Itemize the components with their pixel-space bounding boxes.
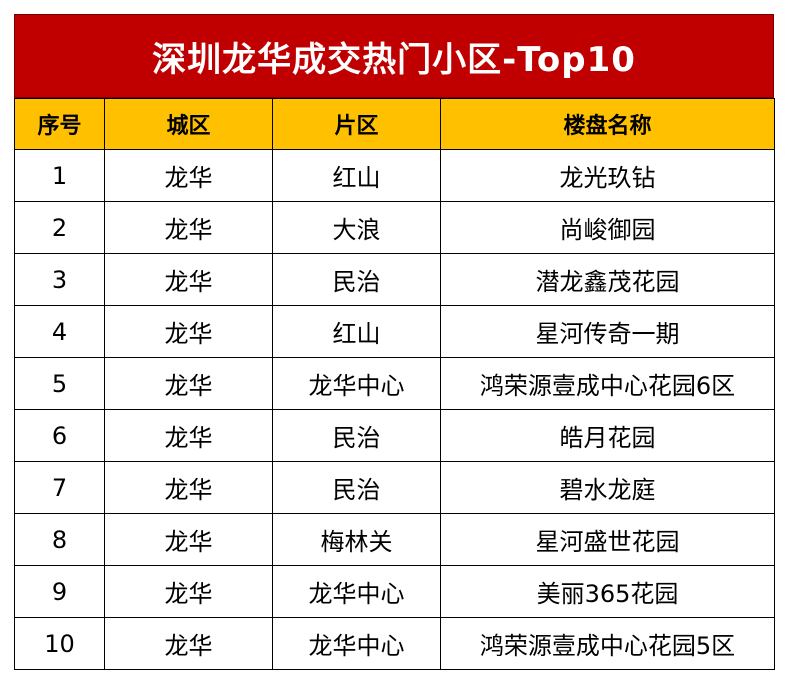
table-title: 深圳龙华成交热门小区-Top10 [14,14,774,98]
cell-area: 民治 [272,409,441,462]
cell-city-district: 龙华 [104,461,273,514]
cell-estate-name: 碧水龙庭 [440,461,775,514]
table-row: 3 龙华 民治 潜龙鑫茂花园 [14,253,775,306]
cell-estate-name: 星河盛世花园 [440,513,775,566]
table-row: 5 龙华 龙华中心 鸿荣源壹成中心花园6区 [14,357,775,410]
table-row: 9 龙华 龙华中心 美丽365花园 [14,565,775,618]
cell-city-district: 龙华 [104,201,273,254]
header-index: 序号 [14,98,105,150]
cell-area: 大浪 [272,201,441,254]
cell-city-district: 龙华 [104,409,273,462]
cell-estate-name: 尚峻御园 [440,201,775,254]
cell-city-district: 龙华 [104,305,273,358]
table-row: 8 龙华 梅林关 星河盛世花园 [14,513,775,566]
header-area: 片区 [272,98,441,150]
table-row: 4 龙华 红山 星河传奇一期 [14,305,775,358]
cell-area: 民治 [272,461,441,514]
table-row: 10 龙华 龙华中心 鸿荣源壹成中心花园5区 [14,617,775,670]
hot-estates-table: 序号 城区 片区 楼盘名称 1 龙华 红山 龙光玖钻 2 龙华 大浪 尚峻御园 3 龙华 民治 潜龙鑫… [14,98,775,670]
cell-estate-name: 皓月花园 [440,409,775,462]
header-estate-name: 楼盘名称 [440,98,775,150]
cell-index: 9 [14,565,105,618]
cell-estate-name: 星河传奇一期 [440,305,775,358]
cell-city-district: 龙华 [104,357,273,410]
cell-estate-name: 鸿荣源壹成中心花园5区 [440,617,775,670]
ranking-table-sheet: 深圳龙华成交热门小区-Top10 序号 城区 片区 楼盘名称 1 龙华 红山 龙光玖钻… [14,14,775,670]
cell-estate-name: 鸿荣源壹成中心花园6区 [440,357,775,410]
cell-index: 1 [14,149,105,202]
cell-area: 梅林关 [272,513,441,566]
table-row: 6 龙华 民治 皓月花园 [14,409,775,462]
cell-index: 2 [14,201,105,254]
cell-index: 10 [14,617,105,670]
cell-index: 5 [14,357,105,410]
cell-estate-name: 潜龙鑫茂花园 [440,253,775,306]
cell-city-district: 龙华 [104,149,273,202]
table-row: 1 龙华 红山 龙光玖钻 [14,149,775,202]
cell-index: 3 [14,253,105,306]
cell-index: 7 [14,461,105,514]
cell-area: 红山 [272,305,441,358]
cell-index: 4 [14,305,105,358]
header-row: 序号 城区 片区 楼盘名称 [14,98,775,150]
cell-estate-name: 美丽365花园 [440,565,775,618]
cell-city-district: 龙华 [104,617,273,670]
cell-city-district: 龙华 [104,565,273,618]
table-row: 7 龙华 民治 碧水龙庭 [14,461,775,514]
cell-area: 龙华中心 [272,617,441,670]
cell-area: 龙华中心 [272,565,441,618]
cell-estate-name: 龙光玖钻 [440,149,775,202]
cell-area: 民治 [272,253,441,306]
cell-city-district: 龙华 [104,253,273,306]
cell-index: 6 [14,409,105,462]
cell-index: 8 [14,513,105,566]
cell-area: 红山 [272,149,441,202]
table-row: 2 龙华 大浪 尚峻御园 [14,201,775,254]
header-city-district: 城区 [104,98,273,150]
cell-city-district: 龙华 [104,513,273,566]
cell-area: 龙华中心 [272,357,441,410]
